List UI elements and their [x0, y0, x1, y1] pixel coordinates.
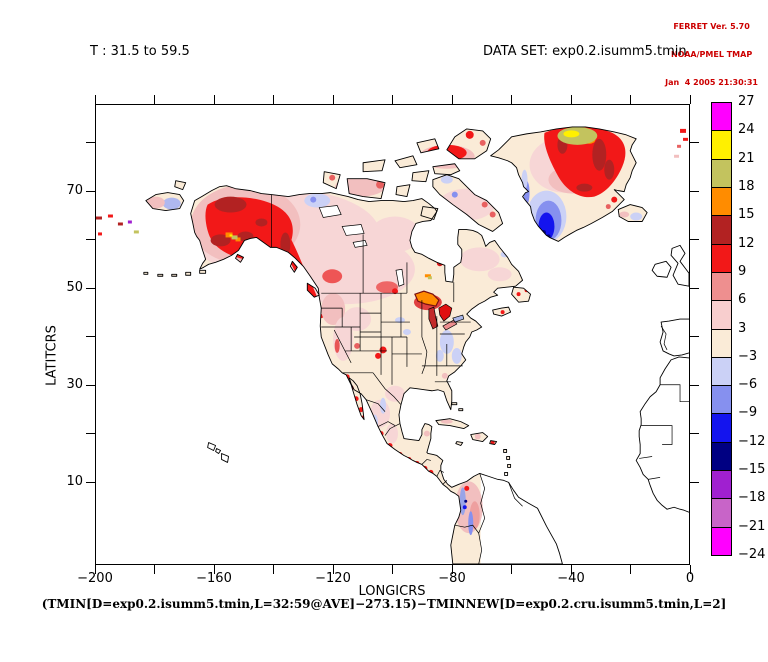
y-tick	[86, 239, 95, 241]
colorbar-band	[711, 271, 732, 302]
colorbar-label: −24	[738, 547, 766, 562]
political-borders	[271, 194, 689, 564]
y-tick-label: 70	[66, 183, 83, 199]
x-tick	[94, 565, 96, 574]
colorbar-band	[711, 526, 732, 556]
y-tick	[690, 433, 699, 435]
y-tick-label: 10	[66, 474, 83, 490]
y-tick-label: 30	[66, 377, 83, 393]
x-tick	[630, 565, 631, 574]
x-tick	[94, 95, 96, 104]
colorbar-label: 12	[738, 235, 755, 251]
colorbar-label: 9	[738, 263, 747, 279]
colorbar-band	[711, 243, 732, 273]
anomaly-field	[143, 126, 648, 564]
x-tick	[451, 565, 453, 574]
x-tick	[332, 565, 334, 574]
noaa-pmel-line: NOAA/PMEL TMAP	[670, 49, 753, 59]
x-tick-label: −200	[77, 571, 113, 586]
colorbar-label: 21	[738, 150, 755, 166]
y-tick	[86, 190, 95, 192]
colorbar-label: 3	[738, 320, 747, 336]
x-tick	[392, 95, 393, 104]
y-tick	[690, 190, 699, 192]
x-tick-label: −40	[557, 571, 585, 586]
colorbar-band	[711, 356, 732, 387]
dataset-title: DATA SET: exp0.2.isumm5.tmin	[483, 44, 687, 59]
x-tick-label: −160	[196, 571, 232, 586]
x-tick	[689, 565, 691, 574]
map-plot-area	[95, 104, 690, 565]
colorbar-label: −15	[738, 462, 766, 478]
variable-expression-caption: (TMIN[D=exp0.2.isumm5.tmin,L=32:59@AVE]−…	[41, 597, 727, 611]
colorbar-label: −21	[738, 518, 766, 534]
y-tick-label: 50	[66, 280, 83, 296]
colorbar-label: 6	[738, 292, 747, 308]
y-tick	[86, 384, 95, 386]
colorbar-band	[711, 498, 732, 528]
x-tick	[570, 95, 572, 104]
time-range-title: T : 31.5 to 59.5	[90, 44, 190, 59]
y-tick	[690, 142, 699, 144]
colorbar-label: 27	[738, 94, 755, 109]
x-tick	[689, 95, 691, 104]
colorbar	[711, 102, 732, 556]
y-tick	[690, 481, 699, 483]
x-tick	[154, 565, 155, 574]
x-tick	[511, 565, 512, 574]
y-tick	[690, 287, 699, 289]
colorbar-band	[711, 215, 732, 245]
x-tick	[273, 565, 274, 574]
lakes	[318, 205, 465, 331]
x-axis-label: LONGICRS	[358, 584, 426, 599]
colorbar-band	[711, 328, 732, 358]
y-tick	[86, 481, 95, 483]
x-tick	[213, 95, 215, 104]
ferret-version-header: FERRET Ver. 5.70 NOAA/PMEL TMAP Jan 4 20…	[665, 4, 758, 105]
x-tick	[154, 95, 155, 104]
y-tick	[690, 336, 699, 338]
x-tick-label: −80	[438, 571, 466, 586]
y-tick	[86, 433, 95, 435]
x-tick	[213, 565, 215, 574]
colorbar-label: −9	[738, 405, 758, 421]
colorbar-label: −3	[738, 348, 758, 364]
x-tick	[451, 95, 453, 104]
map-canvas	[96, 126, 689, 564]
colorbar-band	[711, 186, 732, 217]
colorbar-label: −12	[738, 433, 766, 449]
colorbar-label: −18	[738, 490, 766, 506]
colorbar-band	[711, 441, 732, 472]
colorbar-band	[711, 470, 732, 500]
colorbar-label: 24	[738, 122, 755, 138]
y-axis-label: LATITCRS	[44, 325, 60, 386]
island-data-specks	[96, 128, 689, 236]
x-tick	[332, 95, 334, 104]
x-tick	[392, 565, 393, 574]
colorbar-label: 18	[738, 178, 755, 194]
colorbar-band	[711, 385, 732, 415]
ferret-version-line: FERRET Ver. 5.70	[673, 22, 750, 32]
y-tick	[86, 287, 95, 289]
colorbar-band	[711, 413, 732, 443]
x-tick	[511, 95, 512, 104]
x-tick	[273, 95, 274, 104]
colorbar-label: −6	[738, 377, 758, 393]
coastlines	[143, 126, 689, 564]
x-tick	[630, 95, 631, 104]
y-tick	[690, 239, 699, 241]
x-tick-label: 0	[685, 571, 695, 586]
colorbar-band	[711, 158, 732, 188]
timestamp-line: Jan 4 2005 21:30:31	[665, 77, 758, 87]
x-tick-label: −120	[315, 571, 351, 586]
colorbar-band	[711, 300, 732, 330]
colorbar-label: 15	[738, 207, 755, 223]
colorbar-band	[711, 130, 732, 160]
y-tick	[690, 384, 699, 386]
y-tick	[86, 142, 95, 144]
y-tick	[86, 336, 95, 338]
x-tick	[570, 565, 572, 574]
colorbar-band	[711, 102, 732, 132]
